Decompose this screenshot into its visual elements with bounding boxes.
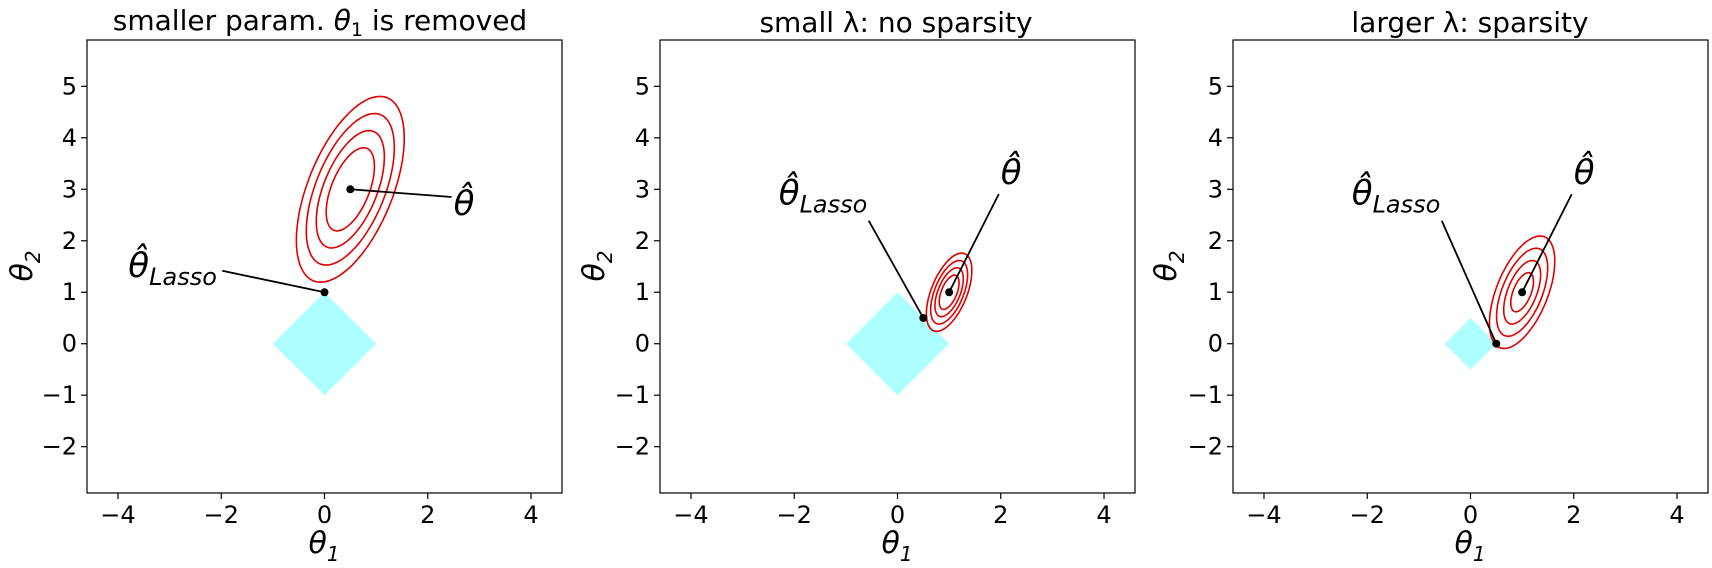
panel-3: larger λ: sparsity −4 −2 0 2 4 −2 −1 0 1 2 3 4 5 θ1… xyxy=(1149,6,1709,566)
panel-1-y-tick-label: 0 xyxy=(62,330,77,358)
panel-2-frame xyxy=(659,39,1136,494)
panel-1-l1-constraint-region xyxy=(272,292,377,396)
panel-2-annotation-arrow xyxy=(948,193,1000,293)
panel-3-x-tick-label: 0 xyxy=(1463,501,1478,529)
panel-1-theta-hat-label: θ̂ xyxy=(454,182,475,224)
panel-1-y-tick-label: 3 xyxy=(62,175,77,203)
panel-2: small λ: no sparsity −4 −2 0 2 4 −2−1012345 … xyxy=(577,6,1136,566)
panel-3-x-axis: −4 −2 0 2 4 xyxy=(1246,493,1685,529)
panel-1-annotation-arrow xyxy=(222,269,325,294)
panel-3-l1-constraint-region xyxy=(1444,317,1497,370)
panel-3-y-tick-label: 2 xyxy=(1208,227,1223,255)
panel-2-y-tick-label: 2 xyxy=(635,227,650,255)
panel-2-theta-lasso-label: θ̂Lasso xyxy=(779,172,868,219)
panel-2-y-tick-label: 3 xyxy=(635,175,650,203)
panel-3-annotation-arrow xyxy=(1521,193,1573,293)
panel-1-x-tick-label: −4 xyxy=(100,501,135,529)
panel-1-y-tick-label: 1 xyxy=(62,278,77,306)
panel-2-x-axis: −4 −2 0 2 4 xyxy=(673,493,1112,529)
panel-2-theta-hat-label: θ̂ xyxy=(1001,151,1022,193)
panel-2-plot-area xyxy=(845,252,973,396)
panel-3-frame xyxy=(1232,39,1709,494)
panel-2-annotations: θ̂ θ̂Lasso xyxy=(779,151,1022,322)
panel-2-y-tick-label: −1 xyxy=(615,381,650,409)
panel-3-theta-hat-label: θ̂ xyxy=(1574,151,1595,193)
panel-2-x-tick-label: 4 xyxy=(1096,501,1111,529)
panel-1-x-tick-label: 2 xyxy=(420,501,435,529)
panel-2-x-tick-label: 2 xyxy=(993,501,1008,529)
panel-2-y-axis: −2 −1 0 1 2 3 4 5 xyxy=(615,72,660,461)
panel-3-contour-3 xyxy=(1495,247,1549,338)
panel-3-annotation-arrow xyxy=(1440,220,1498,345)
panel-1-x-tick-label: 4 xyxy=(523,501,538,529)
panel-1-y-tick-label: 4 xyxy=(62,124,77,152)
panel-1-annotation-arrow xyxy=(350,188,452,198)
panel-1-y-axis-label: θ2 xyxy=(5,250,45,281)
panel-2-y-tick-label: 0 xyxy=(635,330,650,358)
panel-1-contour-4 xyxy=(295,95,405,284)
panel-3-y-tick-label: 1 xyxy=(1208,278,1223,306)
panel-3-contour-2 xyxy=(1502,259,1542,325)
panel-1-y-axis: −2 −1 0 1 2 3 4 5 xyxy=(42,72,87,461)
panel-3-y-tick-label: 5 xyxy=(1208,72,1223,100)
panel-3-x-tick-label: 4 xyxy=(1669,501,1684,529)
panel-3-y-tick-label: 3 xyxy=(1208,175,1223,203)
panel-3-y-axis-label: θ2 xyxy=(1149,250,1189,281)
panel-3-x-axis-label: θ1 xyxy=(1454,526,1485,566)
panel-3-annotations: θ̂ θ̂Lasso xyxy=(1352,151,1595,348)
panel-3-x-tick-label: −2 xyxy=(1350,501,1385,529)
panel-1-title: smaller param. θ1 is removed xyxy=(113,4,527,41)
panel-3-x-tick-label: −4 xyxy=(1246,501,1281,529)
panel-1-theta-lasso-label: θ̂Lasso xyxy=(128,244,217,291)
panel-2-theta-lasso-point xyxy=(919,313,928,322)
panel-2-l1-constraint-region xyxy=(845,292,950,396)
panel-2-contour-1 xyxy=(938,274,960,311)
panel-1-y-tick-label: −1 xyxy=(42,381,77,409)
panel-3-theta-lasso-label: θ̂Lasso xyxy=(1352,172,1441,219)
panel-2-x-tick-label: 0 xyxy=(890,501,905,529)
panel-1-plot-area xyxy=(272,95,405,396)
panel-1-x-axis: −4 −2 0 2 4 xyxy=(100,493,539,529)
panel-3-plot-area xyxy=(1444,235,1556,370)
panel-1-x-tick-label: 0 xyxy=(317,501,332,529)
panel-2-y-tick-label: 1 xyxy=(635,278,650,306)
panel-2-contour-4 xyxy=(925,252,973,333)
panel-2-annotation-arrow xyxy=(867,220,925,319)
panel-3-y-axis: −2 −1 0 1 2 3 4 5 xyxy=(1188,72,1233,461)
panel-3-theta-hat-point xyxy=(1518,288,1527,297)
panel-3-contour-1 xyxy=(1510,271,1535,313)
panel-2-x-tick-label: −2 xyxy=(777,501,812,529)
panel-2-y-axis-label: θ2 xyxy=(577,250,617,281)
panel-3-y-tick-label: −1 xyxy=(1188,381,1223,409)
panel-2-x-axis-label: θ1 xyxy=(881,526,912,566)
panel-2-title: small λ: no sparsity xyxy=(759,6,1032,39)
panel-2-x-tick-label: −4 xyxy=(673,501,708,529)
panel-3-y-tick-label: 0 xyxy=(1208,330,1223,358)
panel-1-contour-3 xyxy=(305,112,396,266)
panel-1-contour-1 xyxy=(325,146,376,232)
panel-2-contour-3 xyxy=(929,259,969,325)
panel-3-x-tick-label: 2 xyxy=(1566,501,1581,529)
panel-1-x-tick-label: −2 xyxy=(204,501,239,529)
panel-2-y-tick-label: −2 xyxy=(615,433,650,461)
panel-1-x-axis-label: θ1 xyxy=(308,526,339,566)
panel-3-theta-lasso-point xyxy=(1492,339,1501,348)
panel-3-contour-4 xyxy=(1488,235,1556,350)
panel-1-y-tick-label: 2 xyxy=(62,227,77,255)
panel-1-contour-2 xyxy=(315,129,386,249)
panel-1: smaller param. θ1 is removed −4 −2 0 2 4 −2−… xyxy=(5,4,563,566)
panel-3-y-tick-label: −2 xyxy=(1188,433,1223,461)
panel-2-theta-hat-point xyxy=(945,288,954,297)
panel-2-y-tick-label: 5 xyxy=(635,72,650,100)
panel-3-title: larger λ: sparsity xyxy=(1351,6,1588,39)
panel-1-annotations: θ̂ θ̂Lasso xyxy=(128,182,475,297)
panel-3-y-tick-label: 4 xyxy=(1208,124,1223,152)
panel-2-contour-2 xyxy=(934,266,965,318)
panel-1-y-tick-label: −2 xyxy=(42,433,77,461)
panel-2-y-tick-label: 4 xyxy=(635,124,650,152)
panel-1-y-tick-label: 5 xyxy=(62,72,77,100)
panel-1-theta-lasso-point xyxy=(320,288,329,297)
panel-1-theta-hat-point xyxy=(346,185,355,194)
